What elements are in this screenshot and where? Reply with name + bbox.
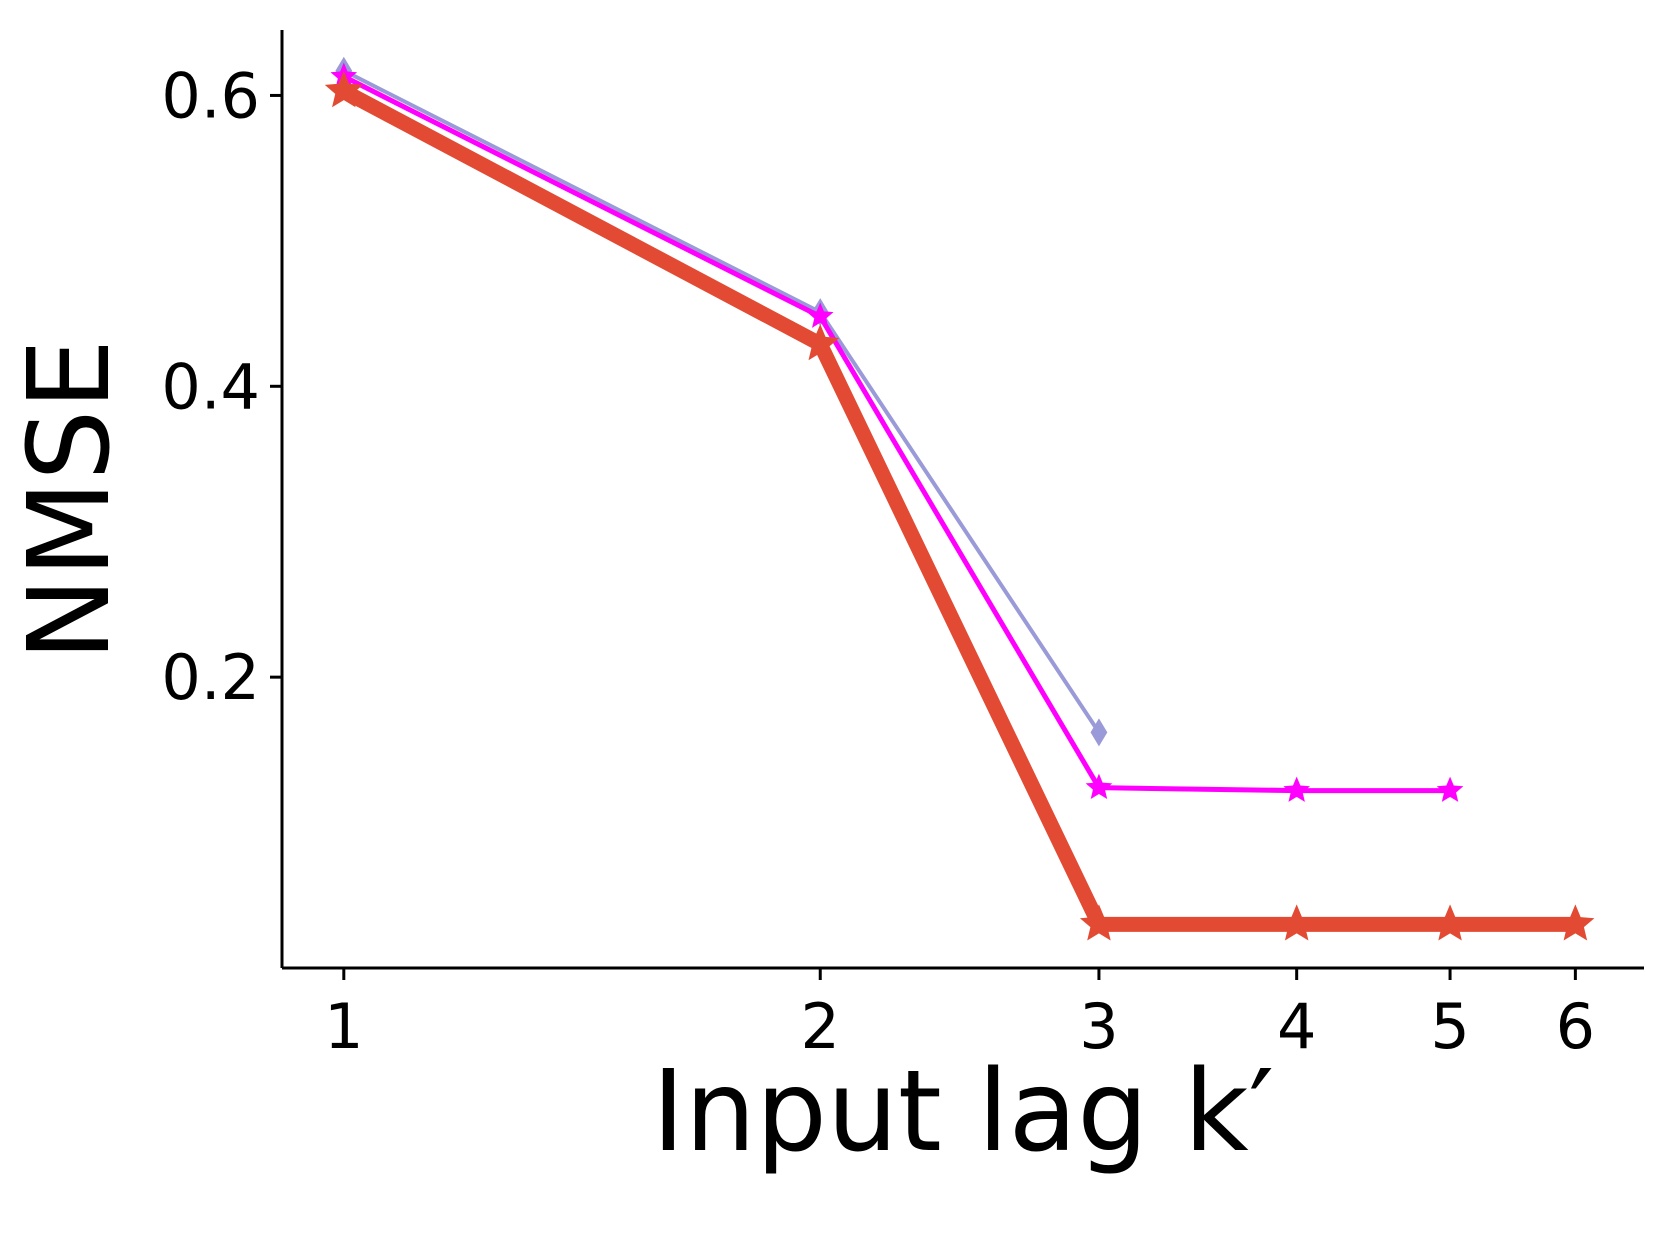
x-tick-label: 3	[1079, 990, 1118, 1063]
x-tick-label: 5	[1430, 990, 1469, 1063]
series-line	[340, 84, 1576, 932]
marker	[1556, 904, 1595, 941]
x-tick-label: 4	[1277, 990, 1316, 1063]
marker	[1079, 904, 1118, 941]
x-tick-label: 6	[1556, 990, 1595, 1063]
y-tick-label: 0.6	[161, 59, 260, 132]
series-line	[342, 68, 1101, 734]
y-tick-label: 0.2	[161, 641, 260, 714]
marker	[801, 324, 840, 361]
marker	[1431, 904, 1470, 941]
x-tick-label: 1	[324, 990, 363, 1063]
marker	[1085, 773, 1113, 799]
marker	[1090, 718, 1108, 747]
y-axis-label: NMSE	[5, 339, 135, 661]
y-tick-label: 0.4	[161, 350, 260, 423]
marker	[806, 302, 834, 328]
x-axis-label: Input lag k′	[652, 1047, 1274, 1177]
marker	[1436, 776, 1464, 802]
marker	[324, 71, 363, 108]
marker	[1283, 776, 1310, 802]
x-tick-label: 2	[801, 990, 840, 1063]
marker	[1277, 904, 1316, 941]
